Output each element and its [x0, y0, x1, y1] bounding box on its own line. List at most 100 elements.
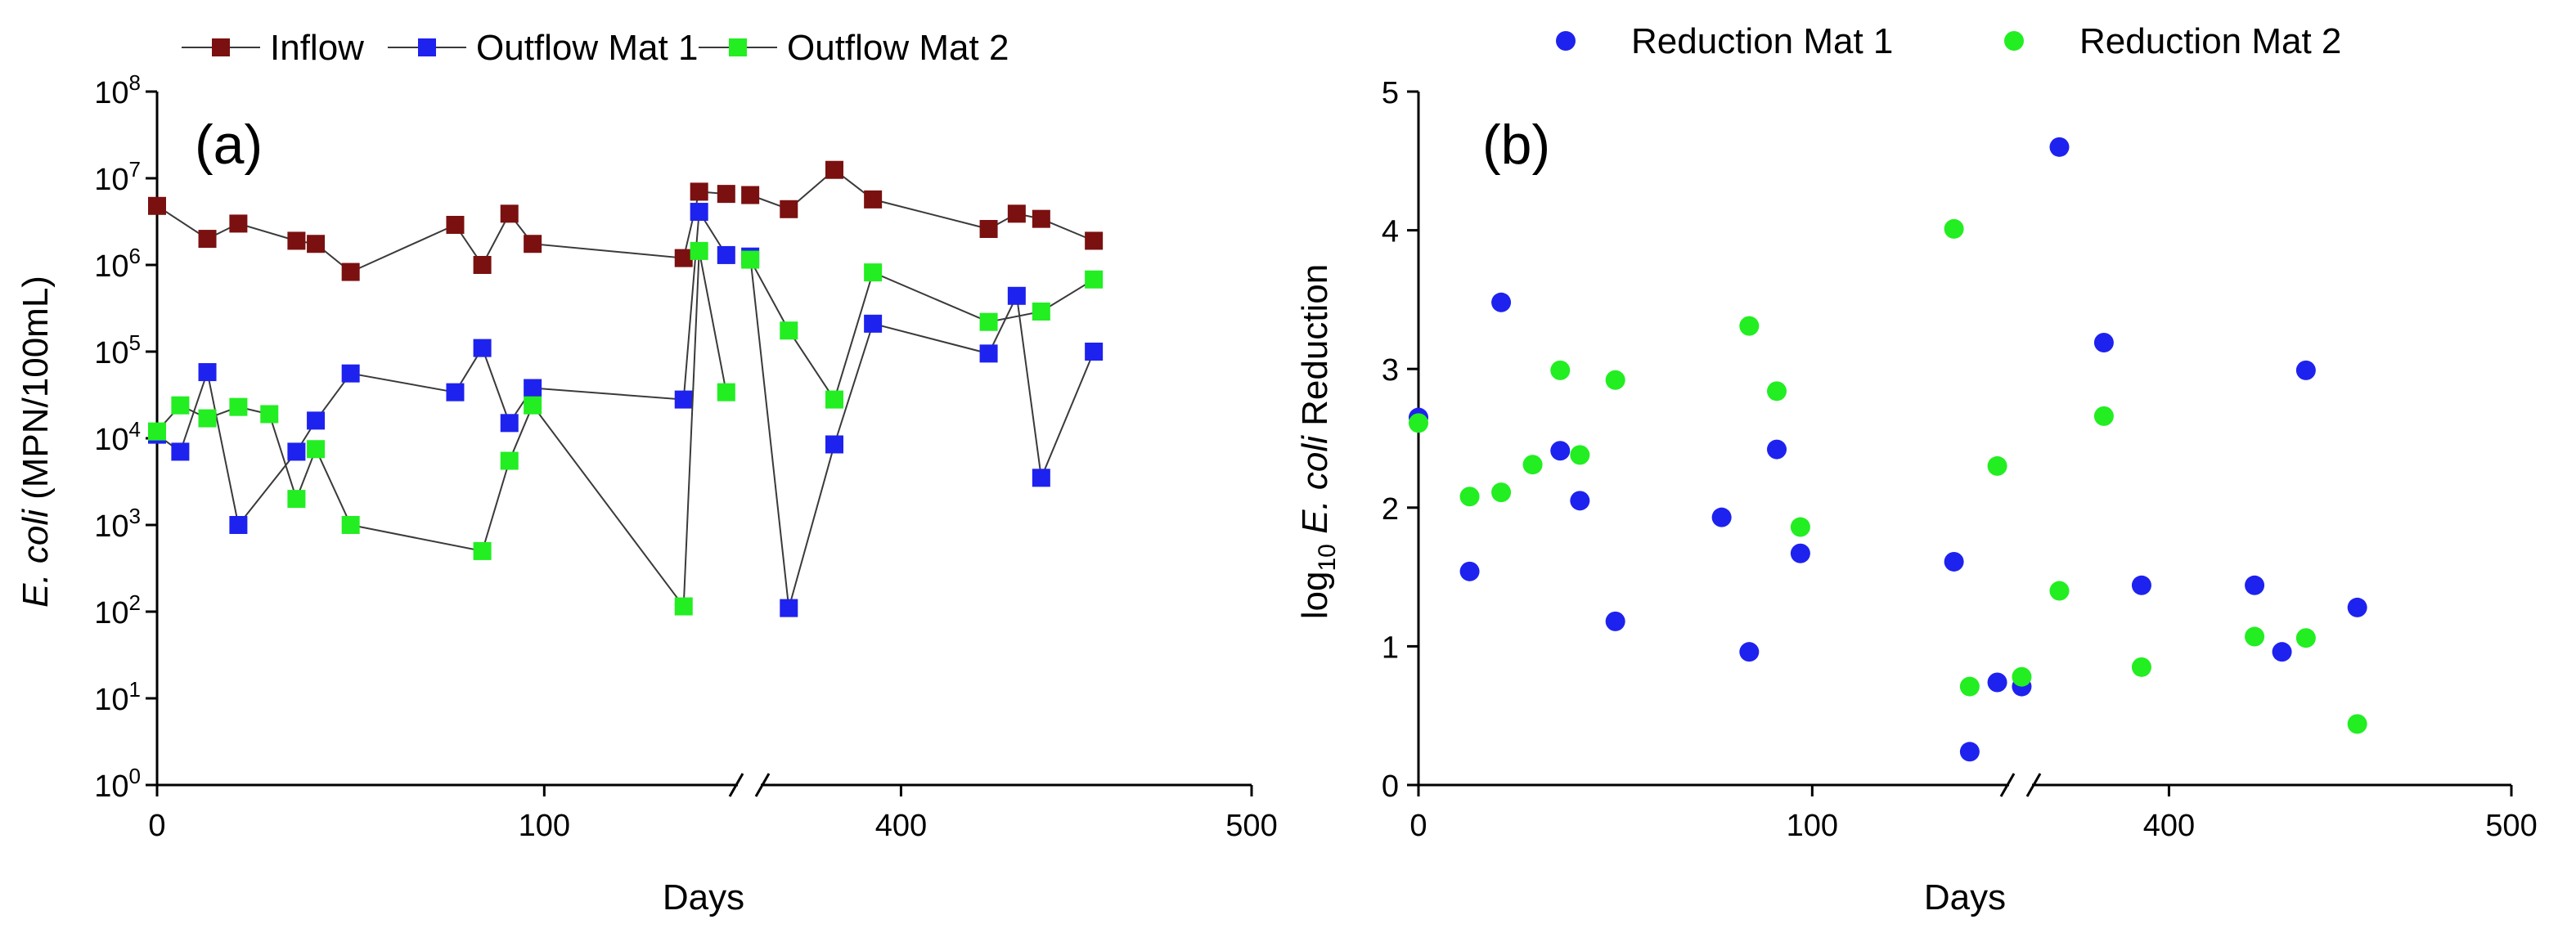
y-tick-label: 3	[1382, 353, 1399, 388]
data-point	[1944, 218, 1964, 239]
data-point	[341, 262, 360, 281]
data-point	[1550, 441, 1571, 461]
data-point	[979, 220, 998, 239]
data-point	[780, 200, 798, 218]
x-tick-label: 400	[875, 809, 927, 843]
data-point	[674, 597, 693, 616]
axis-break-mark	[1999, 773, 2042, 797]
series-inflow	[148, 160, 1104, 281]
x-tick-label: 0	[148, 809, 165, 843]
axes-b: 0 100 400 500 0 1 2 3 4 5	[1382, 76, 2538, 843]
data-point	[229, 214, 248, 233]
y-tick-label: 1	[1382, 630, 1399, 665]
axis-break-mark	[728, 773, 771, 797]
data-point	[1007, 286, 1026, 305]
data-point	[741, 250, 760, 269]
data-point	[446, 383, 465, 401]
legend-item: Reduction Mat 1	[1556, 21, 1893, 61]
data-point	[1790, 543, 1810, 563]
data-point	[864, 190, 883, 209]
data-point	[1522, 455, 1543, 475]
data-point	[2245, 575, 2265, 595]
data-point	[2295, 360, 2316, 380]
data-point	[780, 321, 798, 340]
data-point	[1605, 611, 1625, 631]
legend-a: Inflow Outflow Mat 1 Outflow Mat 2	[182, 28, 1009, 68]
data-point	[864, 263, 883, 282]
data-point	[287, 490, 306, 509]
data-point	[171, 442, 190, 461]
y-tick-label: 5	[1382, 76, 1399, 110]
x-tick-label: 100	[519, 809, 570, 843]
x-axis-title-a: Days	[663, 877, 744, 917]
panel-a: Inflow Outflow Mat 1 Outflow Mat 2 0 100 400…	[16, 28, 1278, 917]
data-point	[2272, 642, 2292, 662]
data-point	[2131, 575, 2151, 595]
data-point	[1605, 370, 1625, 390]
data-point	[524, 235, 542, 253]
data-point	[1459, 561, 1480, 581]
legend-label: Outflow Mat 1	[476, 28, 698, 68]
panel-label-b: (b)	[1482, 114, 1550, 176]
data-point	[341, 364, 360, 383]
data-point	[473, 339, 492, 357]
data-point	[2093, 332, 2114, 352]
x-tick-label: 0	[1409, 809, 1427, 843]
data-point	[2131, 657, 2151, 677]
data-point	[1409, 413, 1428, 433]
data-point	[229, 397, 248, 416]
y-tick-label: 106	[94, 244, 141, 284]
data-point	[1459, 487, 1480, 507]
data-point	[2049, 581, 2070, 601]
y-tick-label: 104	[94, 417, 141, 457]
data-point	[171, 396, 190, 415]
series-line	[749, 256, 1095, 608]
data-point	[473, 256, 492, 274]
y-tick-label: 100	[94, 764, 141, 804]
data-point	[500, 204, 519, 223]
y-tick-label: 2	[1382, 492, 1399, 527]
data-point	[1570, 445, 1590, 465]
data-point	[1767, 381, 1787, 401]
data-point	[674, 390, 693, 409]
series-line	[749, 168, 1095, 242]
data-point	[307, 440, 326, 459]
x-tick-label: 500	[2485, 809, 2537, 843]
y-tick-label: 105	[94, 330, 141, 370]
data-point	[1987, 672, 2007, 693]
data-point	[2093, 406, 2114, 426]
data-point	[500, 414, 519, 433]
legend-b: Reduction Mat 1 Reduction Mat 2	[1556, 21, 2341, 61]
data-point	[1032, 469, 1050, 487]
data-point	[1570, 491, 1590, 511]
data-point	[229, 516, 248, 534]
data-point	[825, 390, 843, 409]
data-point	[2012, 666, 2032, 687]
data-point	[979, 312, 998, 331]
data-point	[1491, 482, 1512, 503]
data-point	[2347, 597, 2367, 617]
data-point	[780, 599, 798, 617]
data-point	[717, 383, 735, 401]
x-tick-label: 100	[1787, 809, 1838, 843]
data-point	[287, 231, 306, 250]
data-point	[473, 541, 492, 560]
series-outflow-mat-1	[148, 203, 1104, 617]
data-point	[307, 235, 326, 253]
y-tick-label: 4	[1382, 215, 1399, 249]
data-point	[717, 245, 735, 264]
x-tick-label: 400	[2143, 809, 2195, 843]
data-point	[1550, 360, 1571, 380]
panel-label-a: (a)	[195, 114, 263, 176]
y-tick-label: 108	[94, 70, 141, 110]
data-point	[260, 405, 279, 424]
data-point	[825, 160, 843, 179]
y-tick-label: 101	[94, 677, 141, 717]
y-axis-title-b: log10 E. coli Reduction	[1295, 264, 1341, 620]
data-point	[690, 182, 708, 201]
data-point	[690, 203, 708, 222]
legend-label: Reduction Mat 2	[2079, 21, 2341, 61]
data-point	[446, 215, 465, 234]
